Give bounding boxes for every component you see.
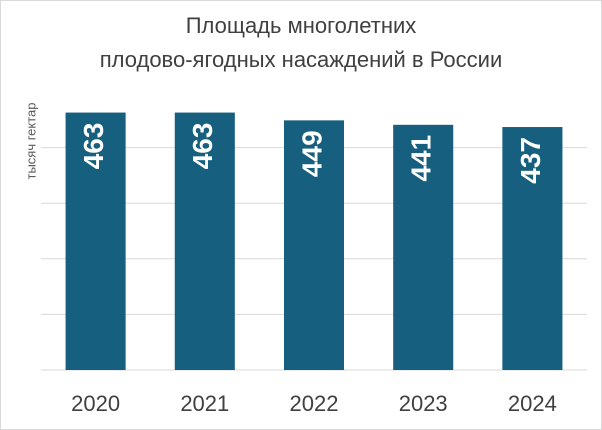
bar bbox=[502, 127, 563, 370]
data-label: 449 bbox=[296, 130, 327, 177]
y-axis-label: тысяч гектар bbox=[23, 102, 38, 179]
x-tick-label: 2023 bbox=[399, 391, 448, 416]
x-tick-label: 2024 bbox=[508, 391, 557, 416]
bar bbox=[283, 120, 345, 370]
x-tick-label: 2022 bbox=[290, 391, 339, 416]
data-label: 463 bbox=[78, 123, 109, 170]
x-tick-label: 2021 bbox=[180, 391, 229, 416]
bar bbox=[174, 112, 235, 371]
bar bbox=[393, 124, 454, 370]
data-label: 463 bbox=[187, 123, 218, 170]
x-tick-label: 2020 bbox=[71, 391, 120, 416]
data-label: 441 bbox=[406, 135, 437, 182]
chart-title: Площадь многолетних bbox=[186, 13, 417, 38]
data-label: 437 bbox=[515, 137, 546, 184]
bar bbox=[65, 112, 126, 371]
chart-title: плодово-ягодных насаждений в России bbox=[100, 47, 503, 72]
